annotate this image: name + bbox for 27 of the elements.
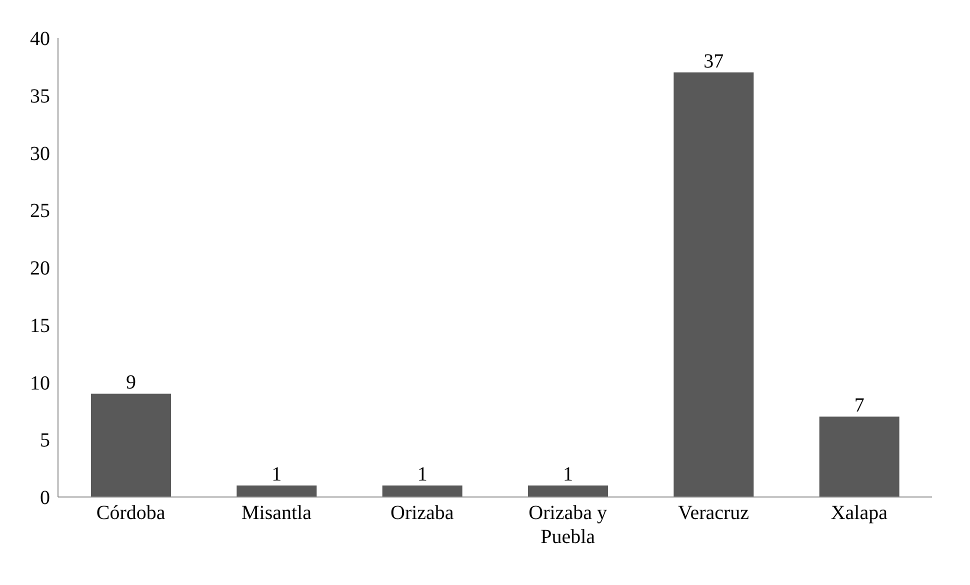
y-tick-label: 25 (30, 200, 50, 222)
bar (382, 486, 462, 497)
y-tick-label: 30 (30, 142, 50, 165)
bar (819, 416, 900, 497)
y-tick-label: 35 (30, 85, 50, 108)
bar (674, 72, 754, 497)
x-tick-label: Veracruz (678, 502, 750, 524)
data-label: 37 (704, 50, 724, 72)
y-tick-label: 10 (30, 372, 50, 394)
y-tick-label: 0 (40, 487, 50, 510)
data-label: 1 (272, 464, 282, 486)
data-label: 9 (126, 372, 136, 394)
data-label: 1 (417, 464, 428, 486)
y-tick-label: 15 (30, 314, 50, 337)
data-label: 1 (563, 464, 573, 486)
bar (236, 486, 317, 497)
data-label: 7 (854, 394, 864, 417)
y-tick-label: 40 (30, 28, 50, 50)
y-tick-label: 20 (30, 258, 50, 280)
x-tick-label: Córdoba (96, 502, 166, 524)
x-tick-label: Misantla (242, 502, 312, 524)
bar (528, 486, 608, 497)
x-tick-label: Orizaba (390, 502, 454, 524)
bar (91, 394, 171, 497)
y-tick-label: 5 (40, 430, 50, 452)
x-tick-label: Orizaba y Puebla (528, 502, 607, 548)
x-tick-label: Xalapa (830, 502, 888, 524)
